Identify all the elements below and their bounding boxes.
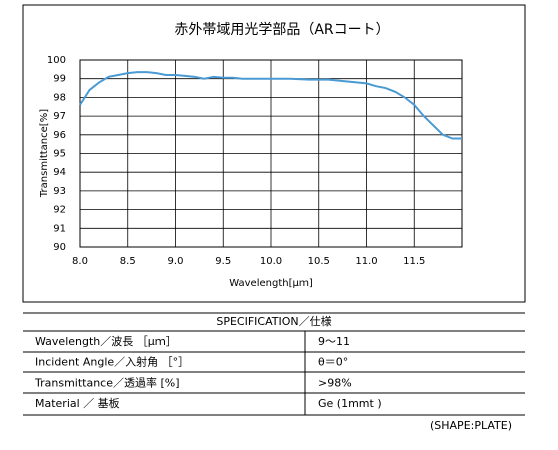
spec-value: Ge (1mmt ) — [318, 397, 382, 410]
x-tick-label: 10.0 — [260, 256, 282, 267]
x-tick-label: 9.5 — [215, 256, 231, 267]
y-tick-label: 96 — [53, 130, 66, 141]
x-tick-label: 11.5 — [403, 256, 425, 267]
table-note: (SHAPE:PLATE) — [430, 419, 512, 432]
x-tick-label: 8.5 — [120, 256, 136, 267]
data-line — [79, 71, 462, 140]
y-tick-label: 93 — [53, 186, 66, 197]
y-tick-label: 98 — [53, 92, 66, 103]
x-tick-label: 8.0 — [72, 256, 88, 267]
spec-label: Incident Angle／入射角 ［°］ — [35, 355, 189, 369]
y-tick-label: 94 — [53, 167, 66, 178]
chart-title: 赤外帯域用光学部品（ARコート） — [174, 22, 389, 38]
y-axis-label: Transmittance[%] — [39, 109, 50, 198]
x-tick-label: 11.0 — [355, 256, 377, 267]
spec-value: >98% — [318, 376, 352, 389]
chart-frame — [22, 4, 526, 303]
y-tick-label: 90 — [53, 242, 66, 253]
x-tick-label: 10.5 — [308, 256, 330, 267]
table-title: SPECIFICATION／仕様 — [216, 314, 331, 328]
spec-label: Wavelength／波長 ［μｍ］ — [35, 335, 177, 348]
y-tick-label: 97 — [53, 111, 66, 122]
spec-value: θ＝0° — [318, 356, 348, 369]
y-tick-label: 95 — [53, 149, 66, 160]
y-tick-label: 92 — [53, 205, 66, 216]
spec-value: 9～11 — [318, 335, 350, 348]
x-tick-label: 9.0 — [168, 256, 184, 267]
spec-label: Material ／ 基板 — [35, 396, 120, 410]
y-tick-label: 99 — [53, 74, 66, 85]
y-tick-label: 100 — [47, 55, 66, 66]
x-axis-label: Wavelength[μｍ] — [229, 278, 313, 289]
y-tick-label: 91 — [53, 223, 66, 234]
spec-label: Transmittance／透過率 [%] — [34, 375, 180, 389]
